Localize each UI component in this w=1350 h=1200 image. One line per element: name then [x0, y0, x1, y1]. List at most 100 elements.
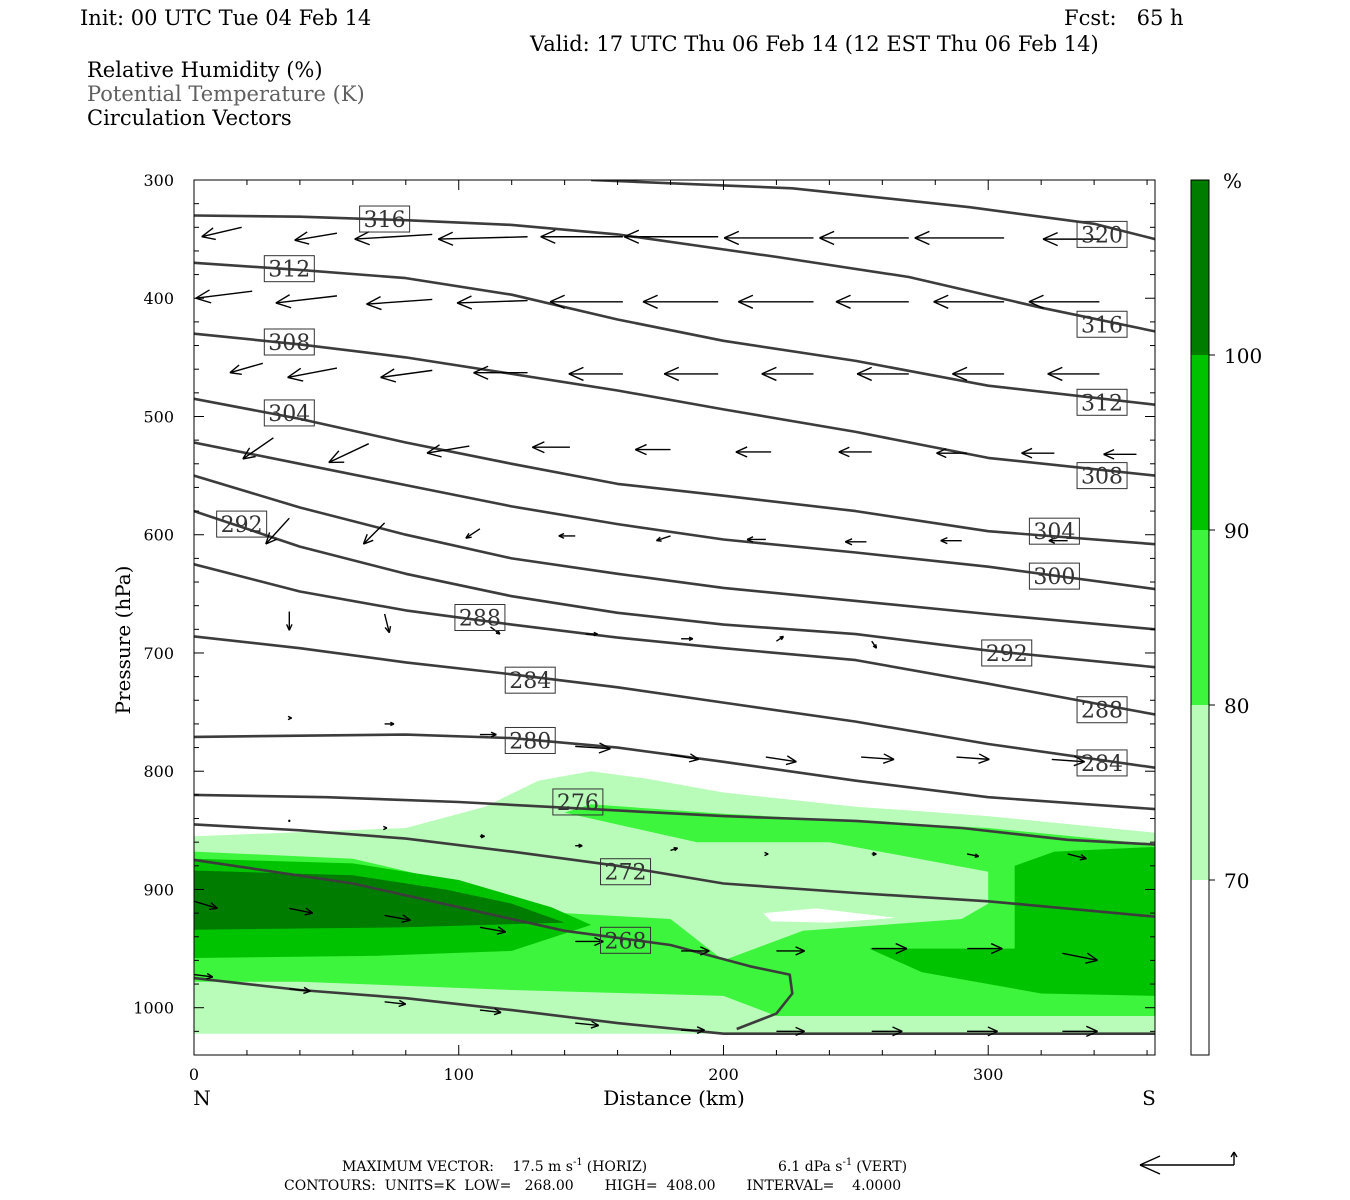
- svg-text:316: 316: [364, 208, 406, 233]
- isentrope-label-18: 272: [600, 858, 652, 886]
- y-tick-label-300: 300: [143, 171, 174, 190]
- vector-84: [194, 972, 214, 980]
- vector-36: [838, 446, 872, 458]
- isentrope-276: [194, 793, 1155, 846]
- svg-text:316: 316: [1081, 313, 1123, 338]
- y-tick-label-400: 400: [143, 289, 174, 308]
- isentrope-320: [591, 180, 1155, 241]
- vector-53: [681, 636, 694, 642]
- x-axis-left-end: N: [193, 1086, 211, 1110]
- isentrope-label-13: 288: [1076, 696, 1128, 724]
- vector-50: [383, 613, 392, 634]
- contours-info: CONTOURS: UNITS=K LOW= 268.00 HIGH= 408.…: [284, 1178, 901, 1194]
- colorbar-level-70: 70: [1224, 869, 1249, 893]
- x-tick-label-300: 300: [973, 1065, 1004, 1084]
- forecast-hour: Fcst: 65 h: [1064, 6, 1184, 30]
- svg-text:292: 292: [986, 642, 1028, 667]
- vector-80: [776, 946, 805, 956]
- vector-26: [761, 366, 814, 382]
- vector-81: [871, 942, 908, 955]
- x-tick-label-200: 200: [708, 1065, 739, 1084]
- vector-46: [844, 538, 867, 546]
- isentrope-272: [194, 823, 1155, 918]
- init-time: Init: 00 UTC Tue 04 Feb 14: [80, 6, 372, 30]
- colorbar-level-100: 100: [1224, 344, 1262, 368]
- vector-14: [549, 294, 623, 309]
- svg-text:284: 284: [1081, 752, 1123, 777]
- vector-75: [289, 907, 314, 916]
- isentrope-label-11: 292: [981, 639, 1033, 667]
- max-vector-arrow: [1139, 1151, 1238, 1175]
- isentrope-268: [194, 858, 794, 1031]
- svg-text:300: 300: [1033, 565, 1075, 590]
- vector-22: [380, 368, 433, 383]
- svg-text:284: 284: [509, 669, 551, 694]
- vector-23: [473, 365, 528, 380]
- isentrope-label-0: 320: [1076, 220, 1128, 248]
- vector-24: [568, 366, 623, 382]
- vector-12: [366, 295, 433, 311]
- vector-87: [479, 1008, 502, 1016]
- vector-59: [575, 742, 611, 754]
- footer-key: MAXIMUM VECTOR: 17.5 m s-1 (HORIZ) 6.1 dP…: [284, 1151, 1238, 1194]
- isentrope-label-7: 304: [263, 399, 315, 427]
- colorbar-level-80: 80: [1224, 694, 1249, 718]
- y-tick-label-600: 600: [143, 526, 174, 545]
- vector-64: [1051, 755, 1085, 767]
- vector-65: [288, 819, 291, 823]
- isentrope-292: [194, 509, 1155, 669]
- vector-79: [681, 946, 710, 956]
- isentrope-288: [194, 563, 1155, 716]
- vector-28: [952, 366, 1005, 382]
- vector-83: [1062, 952, 1098, 964]
- svg-text:312: 312: [268, 258, 310, 283]
- isentrope-312: [194, 261, 1155, 406]
- isentrope-label-14: 284: [504, 666, 556, 694]
- vector-78: [575, 936, 604, 947]
- vector-42: [465, 528, 481, 539]
- vector-2: [354, 231, 433, 246]
- vector-85: [289, 986, 311, 995]
- vector-44: [655, 535, 671, 542]
- legend-theta: Potential Temperature (K): [87, 82, 365, 106]
- max-vector-label: MAXIMUM VECTOR:: [342, 1159, 494, 1175]
- vector-16: [738, 294, 814, 309]
- vector-88: [575, 1020, 600, 1029]
- vector-68: [575, 843, 583, 848]
- vector-74: [194, 900, 218, 911]
- vector-56: [287, 715, 292, 721]
- isentrope-280: [194, 733, 1155, 811]
- vector-89: [681, 1026, 705, 1035]
- vector-62: [861, 753, 895, 764]
- vector-61: [765, 755, 797, 766]
- isentrope-label-6: 308: [1076, 462, 1128, 490]
- colorbar-band-100: [1191, 180, 1209, 355]
- vector-35: [735, 446, 772, 458]
- isentrope-308: [194, 332, 1155, 477]
- isentrope-label-4: 312: [1076, 388, 1128, 416]
- vert-exp: -1: [842, 1157, 852, 1168]
- vector-67: [479, 833, 485, 839]
- isentrope-316: [194, 214, 1155, 333]
- horiz-value: 17.5 m s: [512, 1159, 573, 1175]
- horiz-exp: -1: [573, 1157, 583, 1168]
- vector-33: [532, 441, 570, 454]
- vector-63: [956, 753, 990, 764]
- vector-45: [746, 536, 766, 543]
- svg-text:308: 308: [268, 331, 310, 356]
- vector-86: [384, 999, 407, 1008]
- vector-3: [437, 231, 528, 246]
- vector-47: [940, 536, 962, 545]
- vert-tag: (VERT): [856, 1159, 907, 1175]
- vector-40: [265, 517, 290, 545]
- svg-text:312: 312: [1081, 391, 1123, 416]
- vector-1: [294, 231, 338, 245]
- isentrope-label-16: 280: [504, 726, 556, 754]
- vector-69: [670, 847, 679, 852]
- vector-41: [362, 522, 386, 545]
- isentrope-label-8: 304: [1028, 517, 1080, 545]
- vector-5: [623, 229, 719, 244]
- isentrope-label-9: 300: [1028, 562, 1080, 590]
- colorbar-band-80: [1191, 530, 1209, 705]
